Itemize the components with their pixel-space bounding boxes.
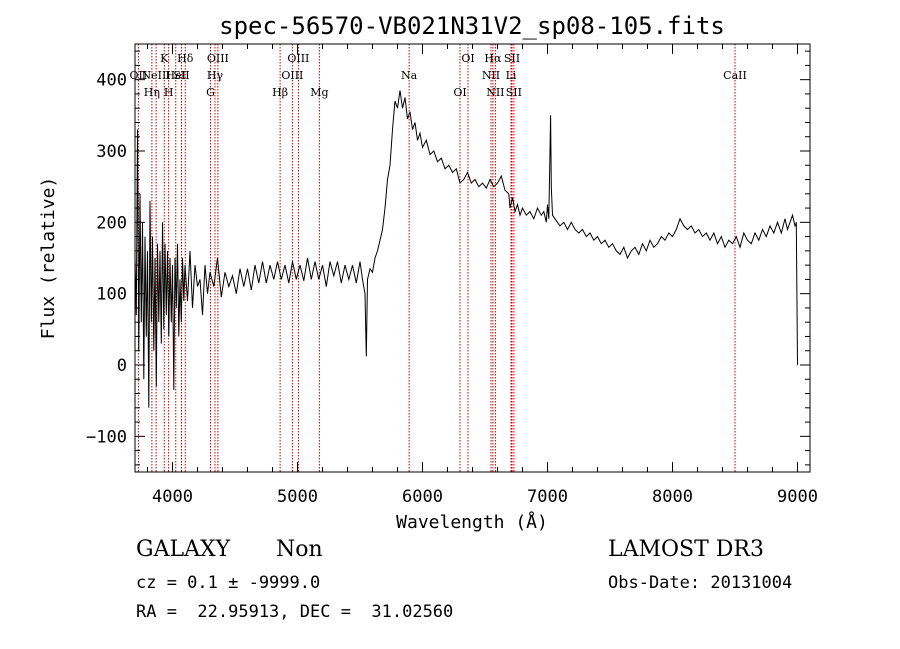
axis-ticks xyxy=(135,44,810,472)
y-tick-label: 200 xyxy=(96,213,127,233)
x-axis-label: Wavelength (Å) xyxy=(396,511,548,533)
y-tick-label: 0 xyxy=(117,356,127,376)
survey-name: LAMOST DR3 xyxy=(608,537,764,562)
emission-label-6: Hδ xyxy=(177,52,194,65)
emission-label-12: OIII xyxy=(281,69,303,82)
emission-label-17: OI xyxy=(461,52,474,65)
emission-label-11: Hβ xyxy=(272,86,288,99)
emission-label-13: OIII xyxy=(287,52,309,65)
emission-line-labels: OII Hη NeIII K H HeI Hδ SII G Hγ OIII Hβ OIII OIII Mg N… xyxy=(130,52,747,99)
emission-label-4: H xyxy=(164,86,174,99)
emission-label-1: Hη xyxy=(144,86,160,99)
emission-line-markers xyxy=(137,44,736,472)
axis-tick-labels: 4000 5000 6000 7000 8000 9000 −100 0 100 200 300 40… xyxy=(86,71,818,507)
emission-label-0: OII xyxy=(130,69,148,82)
emission-label-19: Hα xyxy=(484,52,502,65)
emission-label-18: NII xyxy=(482,69,500,82)
y-tick-label: 100 xyxy=(96,285,127,305)
y-tick-label: 300 xyxy=(96,142,127,162)
x-tick-label: 5000 xyxy=(277,487,318,507)
emission-label-7: SII xyxy=(173,69,189,82)
emission-label-20: NII xyxy=(486,86,504,99)
x-tick-label: 9000 xyxy=(777,487,818,507)
plot-frame xyxy=(134,43,811,473)
emission-label-5: HeI xyxy=(166,69,186,82)
object-class: GALAXY xyxy=(136,537,231,562)
emission-label-10: OIII xyxy=(207,52,229,65)
y-axis-label: Flux (relative) xyxy=(38,177,59,340)
emission-label-22: SII xyxy=(504,52,520,65)
emission-label-16: OI xyxy=(453,86,466,99)
emission-label-2: NeIII xyxy=(142,69,171,82)
sky-coordinates: RA = 22.95913, DEC = 31.02560 xyxy=(136,602,454,622)
y-tick-label: −100 xyxy=(86,427,127,447)
emission-label-23: SII xyxy=(506,86,522,99)
x-tick-label: 4000 xyxy=(152,487,193,507)
emission-label-24: CaII xyxy=(723,69,747,82)
emission-label-3: K xyxy=(160,52,169,65)
emission-label-15: Na xyxy=(401,69,418,82)
emission-label-21: Li xyxy=(506,69,517,82)
redshift-line: cz = 0.1 ± -9999.0 xyxy=(136,573,321,593)
x-tick-label: 7000 xyxy=(527,487,568,507)
emission-label-9: Hγ xyxy=(207,69,224,82)
object-subclass: Non xyxy=(276,537,323,562)
spectrum-line xyxy=(134,90,798,408)
emission-label-8: G xyxy=(206,86,215,99)
observation-date: Obs-Date: 20131004 xyxy=(608,573,793,593)
x-tick-label: 8000 xyxy=(652,487,693,507)
chart-title: spec-56570-VB021N31V2_sp08-105.fits xyxy=(219,12,725,40)
emission-label-14: Mg xyxy=(310,86,328,99)
x-tick-label: 6000 xyxy=(402,487,443,507)
y-tick-label: 400 xyxy=(96,71,127,91)
